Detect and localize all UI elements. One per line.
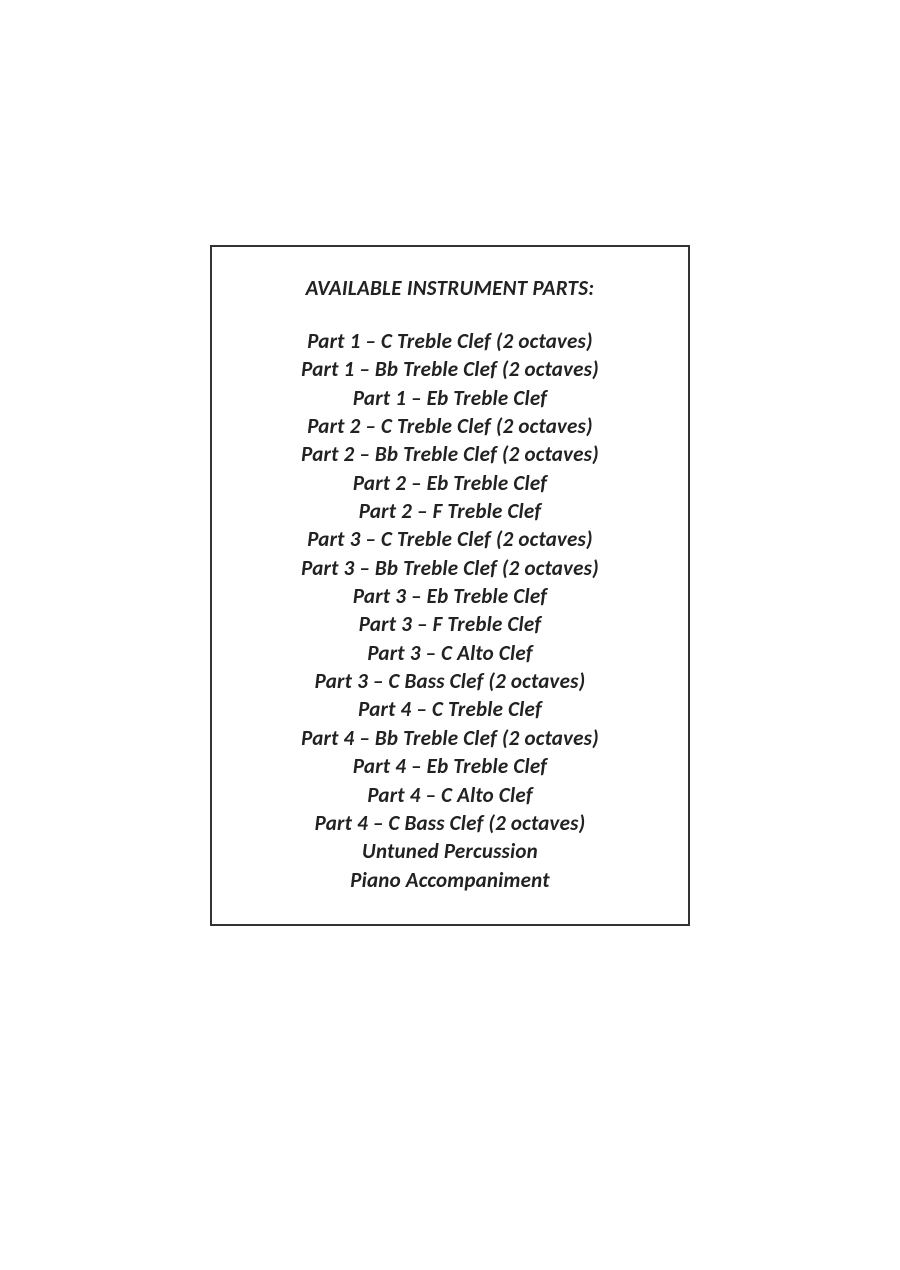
list-item: Part 2 – Bb Treble Clef (2 octaves)	[232, 440, 668, 468]
list-item: Part 3 – Eb Treble Clef	[232, 582, 668, 610]
list-item: Part 3 – C Treble Clef (2 octaves)	[232, 525, 668, 553]
list-item: Part 1 – Bb Treble Clef (2 octaves)	[232, 355, 668, 383]
box-heading: AVAILABLE INSTRUMENT PARTS:	[232, 275, 668, 301]
list-item: Part 3 – F Treble Clef	[232, 610, 668, 638]
list-item: Part 2 – C Treble Clef (2 octaves)	[232, 412, 668, 440]
instrument-parts-box: AVAILABLE INSTRUMENT PARTS: Part 1 – C T…	[210, 245, 690, 926]
list-item: Untuned Percussion	[232, 837, 668, 865]
parts-list: Part 1 – C Treble Clef (2 octaves) Part …	[232, 327, 668, 894]
list-item: Part 4 – Bb Treble Clef (2 octaves)	[232, 724, 668, 752]
list-item: Part 2 – Eb Treble Clef	[232, 469, 668, 497]
list-item: Part 1 – C Treble Clef (2 octaves)	[232, 327, 668, 355]
list-item: Part 4 – C Alto Clef	[232, 781, 668, 809]
list-item: Part 3 – C Alto Clef	[232, 639, 668, 667]
list-item: Part 4 – C Treble Clef	[232, 695, 668, 723]
list-item: Part 1 – Eb Treble Clef	[232, 384, 668, 412]
list-item: Piano Accompaniment	[232, 866, 668, 894]
list-item: Part 4 – C Bass Clef (2 octaves)	[232, 809, 668, 837]
list-item: Part 2 – F Treble Clef	[232, 497, 668, 525]
list-item: Part 3 – C Bass Clef (2 octaves)	[232, 667, 668, 695]
list-item: Part 3 – Bb Treble Clef (2 octaves)	[232, 554, 668, 582]
list-item: Part 4 – Eb Treble Clef	[232, 752, 668, 780]
